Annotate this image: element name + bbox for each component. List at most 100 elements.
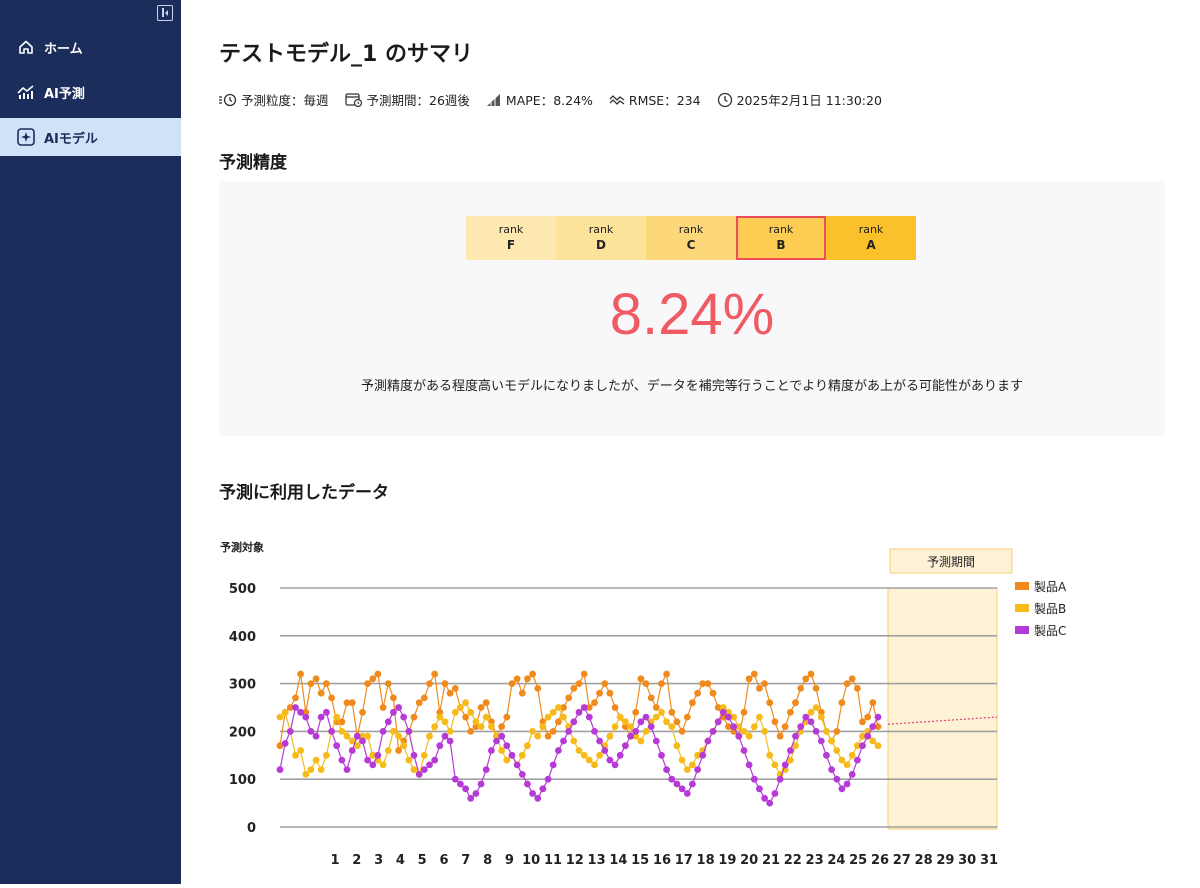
data-point — [591, 761, 598, 769]
legend-label: 製品A — [1034, 580, 1067, 594]
data-point — [276, 766, 284, 773]
data-point — [725, 708, 732, 716]
data-point — [369, 751, 377, 759]
data-point — [338, 718, 346, 726]
data-point — [302, 713, 310, 721]
data-point — [616, 751, 624, 759]
data-point — [622, 742, 629, 750]
data-point — [694, 766, 701, 773]
data-point — [379, 704, 387, 711]
sidebar-item-ai-model[interactable]: AIモデル — [0, 118, 181, 156]
x-tick-label: 27 — [893, 853, 911, 868]
data-point — [302, 708, 310, 716]
accuracy-section-title: 予測精度 — [219, 153, 287, 173]
data-point — [854, 742, 861, 750]
data-point — [781, 723, 789, 730]
data-point — [503, 742, 511, 750]
meta-granularity: 予測粒度：毎週 — [219, 90, 329, 109]
data-point — [787, 708, 794, 716]
data-point — [415, 699, 423, 707]
data-point — [498, 732, 506, 740]
data-point — [843, 780, 851, 788]
data-point — [771, 790, 779, 797]
sidebar-collapse-icon[interactable] — [157, 5, 173, 21]
data-point — [828, 737, 835, 745]
data-point — [390, 728, 397, 735]
data-point — [606, 732, 614, 740]
data-point — [286, 704, 294, 711]
data-point — [622, 718, 629, 726]
data-point — [642, 680, 650, 687]
data-point — [410, 751, 418, 759]
data-point — [477, 704, 485, 711]
x-tick-label: 21 — [762, 853, 780, 868]
data-point — [359, 708, 366, 716]
y-tick-label: 100 — [229, 773, 256, 788]
data-point — [585, 713, 593, 721]
data-point — [596, 737, 603, 745]
data-point — [622, 723, 629, 730]
data-point — [719, 704, 727, 711]
data-point — [580, 751, 588, 759]
data-point — [601, 747, 609, 754]
data-point — [776, 775, 784, 783]
data-point — [756, 685, 763, 692]
data-point — [771, 761, 779, 769]
x-tick-label: 9 — [505, 853, 514, 868]
data-point — [420, 751, 428, 759]
data-point — [317, 689, 325, 697]
data-point — [560, 737, 567, 745]
data-point — [663, 670, 670, 678]
accuracy-card: rank F rank D rank C rank B rank A 8.24%… — [219, 181, 1165, 436]
data-point — [534, 794, 542, 802]
data-point — [647, 694, 655, 702]
x-tick-label: 18 — [697, 853, 715, 868]
data-point — [462, 785, 469, 793]
data-point — [637, 718, 645, 726]
data-point — [410, 766, 418, 773]
data-point — [735, 723, 743, 730]
data-point — [333, 713, 341, 721]
forecast-label-box — [889, 548, 1013, 574]
data-point — [869, 699, 877, 707]
data-point — [817, 713, 825, 721]
data-point — [854, 685, 861, 692]
data-point — [467, 728, 475, 735]
data-point — [405, 756, 413, 764]
data-point — [446, 689, 454, 697]
data-point — [771, 718, 779, 726]
data-point — [591, 699, 598, 707]
data-point — [513, 761, 521, 769]
x-tick-label: 26 — [871, 853, 889, 868]
data-point — [544, 732, 552, 740]
sidebar-item-label: ホーム — [44, 41, 83, 57]
data-point — [632, 732, 640, 740]
data-point — [709, 689, 717, 697]
data-point — [338, 728, 346, 735]
data-point — [451, 685, 459, 692]
data-point — [766, 751, 774, 759]
data-point — [668, 723, 676, 730]
data-point — [658, 751, 665, 759]
data-point — [384, 680, 392, 687]
data-point — [307, 728, 315, 735]
sidebar-item-home[interactable]: ホーム — [0, 28, 181, 66]
data-point — [343, 766, 351, 773]
data-point — [508, 680, 516, 687]
x-tick-label: 23 — [806, 853, 824, 868]
legend-swatch — [1015, 604, 1029, 612]
data-point — [317, 766, 325, 773]
sidebar-item-ai-forecast[interactable]: AI予測 — [0, 73, 181, 111]
data-point — [807, 670, 815, 678]
data-point — [302, 771, 310, 778]
data-point — [663, 718, 670, 726]
data-point — [374, 670, 382, 678]
data-point — [740, 747, 748, 754]
rank-cell-d: rank D — [556, 216, 646, 260]
x-tick-label: 13 — [588, 853, 606, 868]
data-point — [353, 742, 361, 750]
data-point — [400, 713, 408, 721]
data-point — [797, 723, 805, 730]
x-tick-label: 10 — [522, 853, 540, 868]
data-point — [390, 708, 397, 716]
